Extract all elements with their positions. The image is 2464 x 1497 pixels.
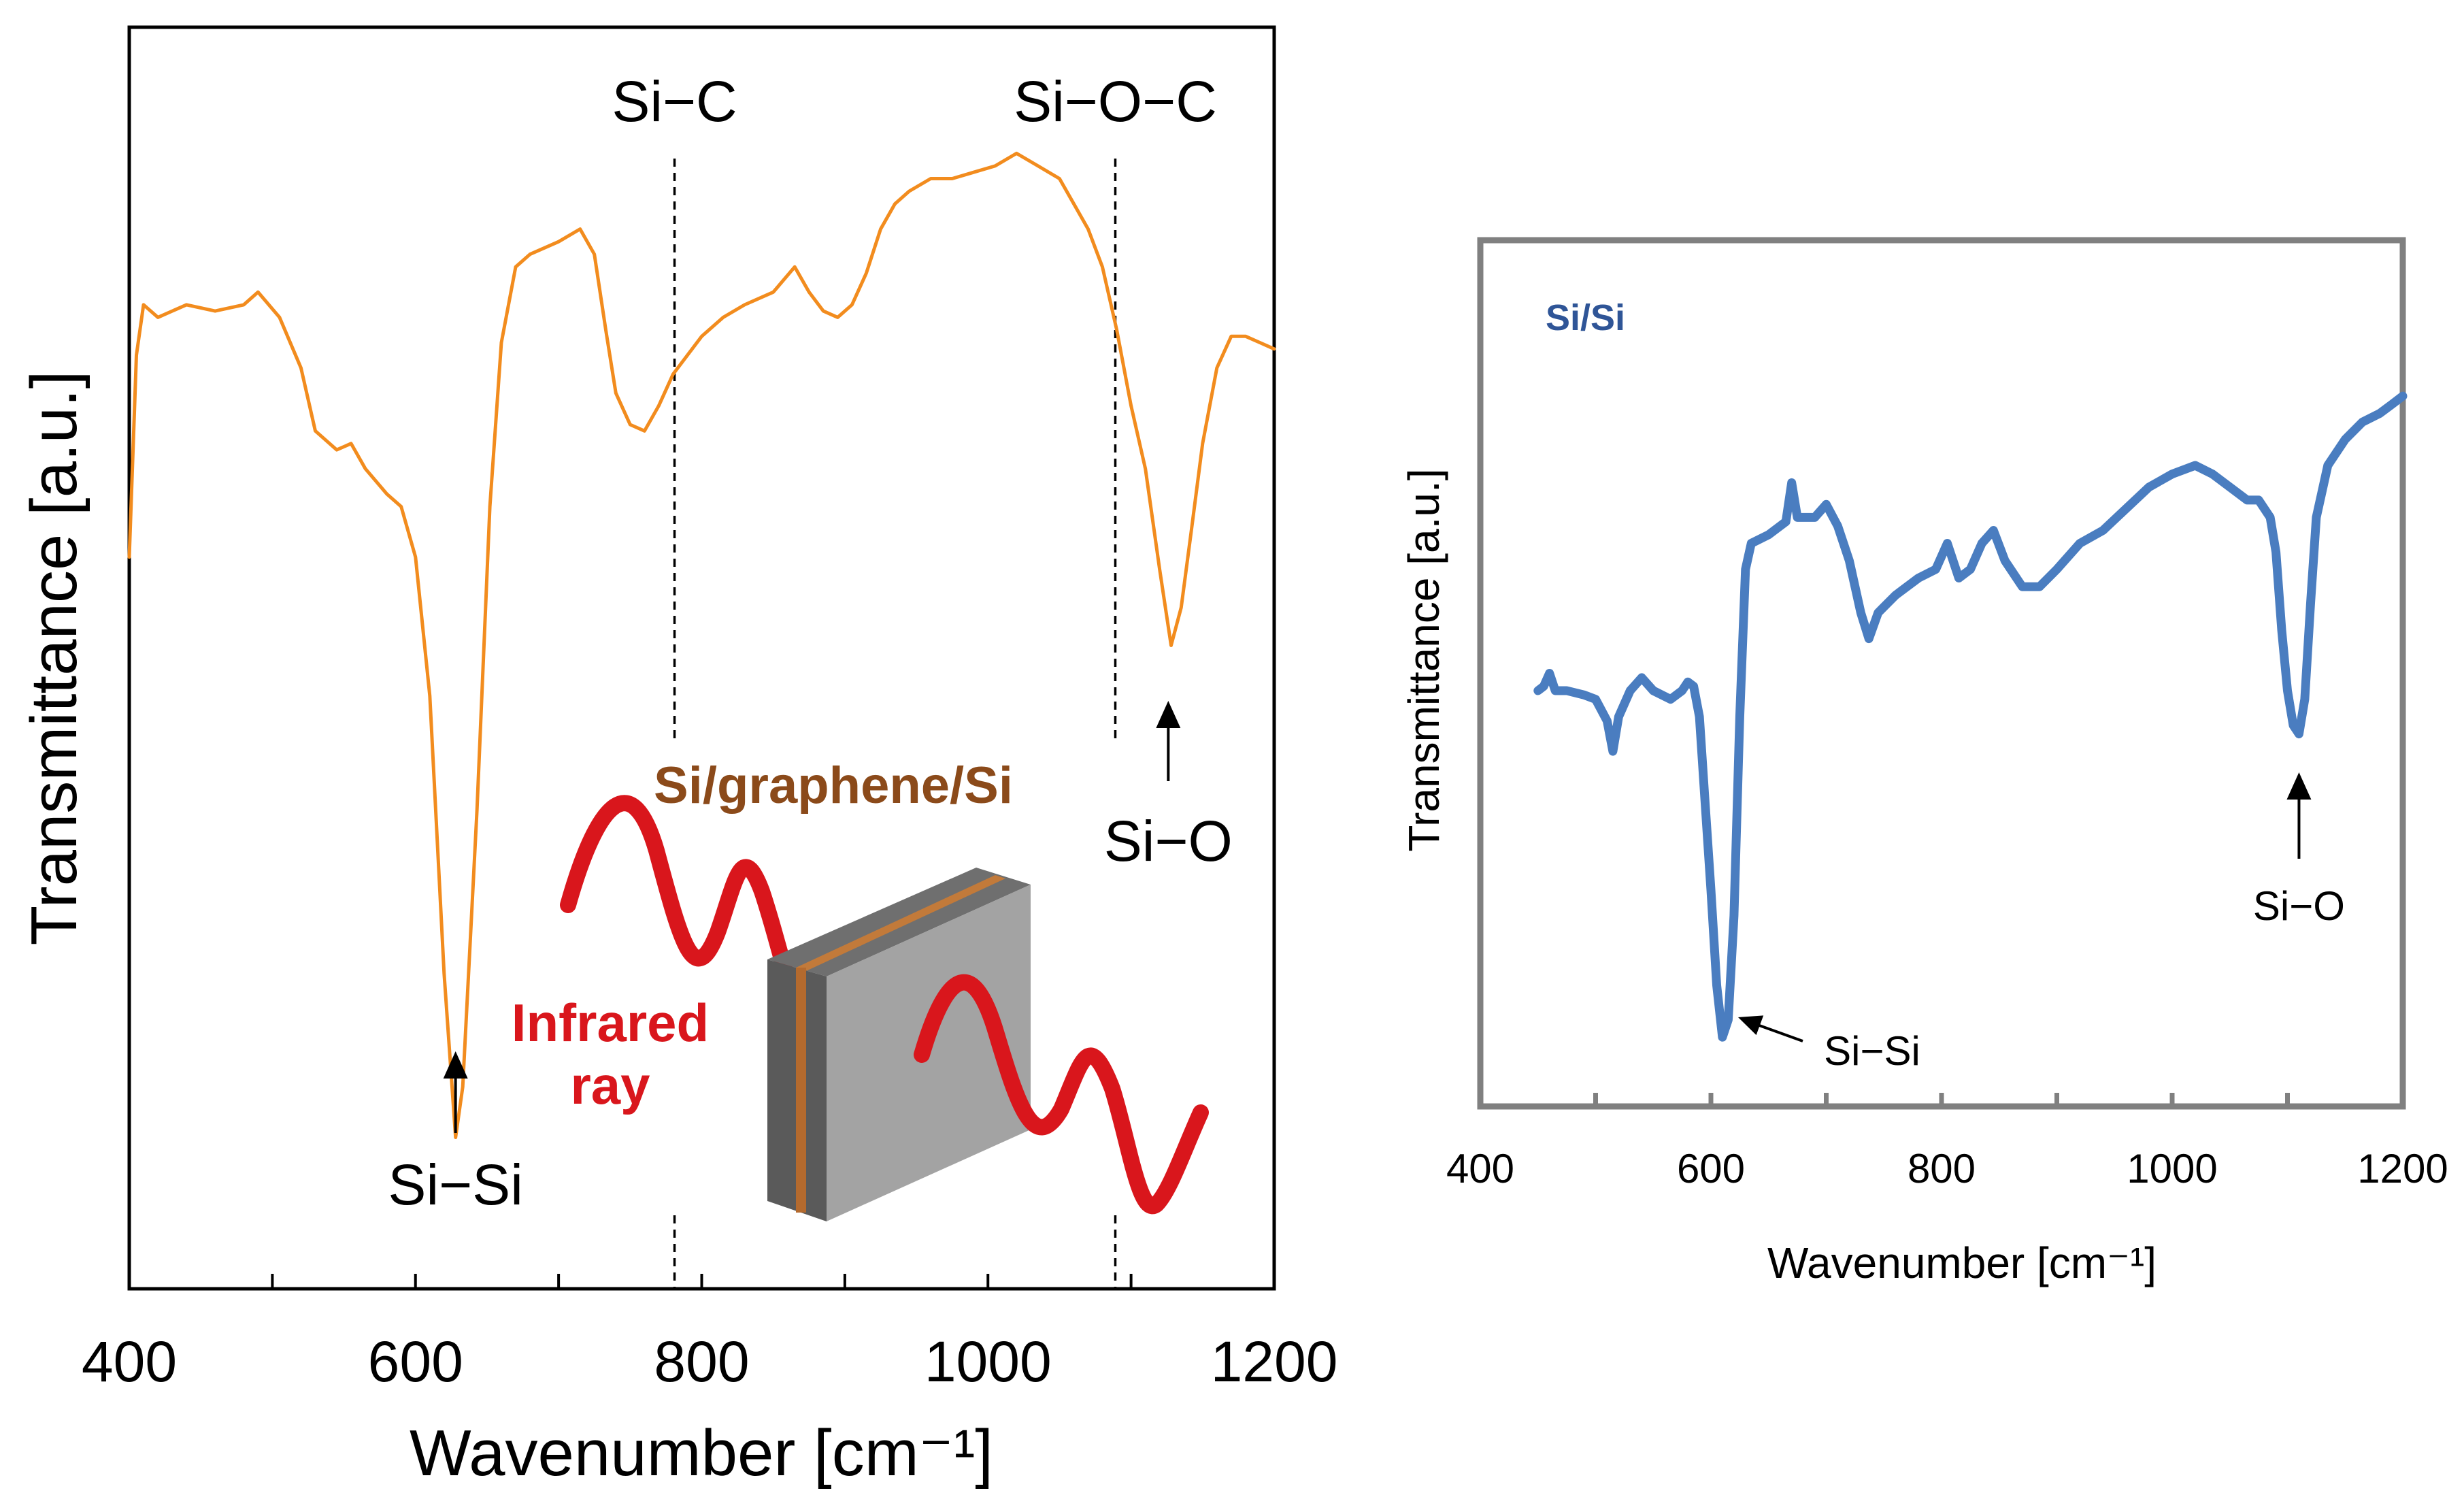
infrared-wave-path-out — [914, 974, 1209, 1215]
right-chart: Si/Si Si−Si Si−O 400 600 800 1000 1200 Transm… — [1399, 237, 2448, 1287]
right-chart-title: Si/Si — [1546, 297, 1625, 338]
block-top-graphene — [796, 875, 1005, 971]
annotation-arrow-head — [2286, 772, 2312, 800]
annotation-arrow-head — [1738, 1015, 1764, 1036]
peak-label: Si−C — [612, 69, 737, 133]
left-annotations: Si−Si Si−O Si−C Si−O−C — [388, 69, 1232, 1217]
peak-label: Si−O−C — [1014, 69, 1217, 133]
block-left-graphene — [796, 968, 806, 1213]
peak-label: Si−O — [1104, 809, 1233, 873]
left-x-axis-label: Wavenumber [cm⁻¹] — [410, 1417, 993, 1490]
infrared-inset: Si/graphene/Si Infrared ray — [503, 745, 1252, 1221]
infrared-wave-out — [914, 974, 1209, 1215]
right-x-ticks — [1593, 1093, 2290, 1106]
x-tick-label: 400 — [82, 1330, 177, 1394]
right-annotations: Si−Si Si−O — [1738, 772, 2345, 1074]
left-chart: Si/graphene/Si Infrared ray Si−SiSi−OSi−… — [18, 25, 1338, 1490]
x-tick-label: 1200 — [1211, 1330, 1338, 1394]
right-x-axis-label: Wavenumber [cm⁻¹] — [1767, 1238, 2157, 1287]
right-plot-frame — [1477, 237, 2406, 1110]
series-line — [1533, 391, 2408, 1042]
annotation-arrow-head — [1156, 701, 1181, 728]
infrared-label-line1: Infrared — [512, 993, 709, 1053]
infrared-wave-in — [560, 795, 797, 988]
annotation-arrow-shaft — [1751, 1021, 1803, 1042]
series-line — [127, 151, 1276, 1139]
left-x-tick-labels: 400 600 800 1000 1200 — [82, 1330, 1338, 1394]
peak-label: Si−Si — [1824, 1028, 1920, 1074]
x-tick-label: 600 — [368, 1330, 463, 1394]
inset-title: Si/graphene/Si — [654, 757, 1013, 815]
x-tick-label: 400 — [1446, 1146, 1514, 1191]
x-tick-label: 1200 — [2357, 1146, 2448, 1191]
x-tick-label: 800 — [1908, 1146, 1976, 1191]
infrared-label-line2: ray — [570, 1055, 650, 1115]
annotation-arrow-head — [443, 1051, 468, 1079]
peak-label: Si−O — [2253, 883, 2345, 929]
left-x-ticks — [271, 1274, 1133, 1289]
infrared-wave-path — [560, 795, 797, 988]
x-tick-label: 1000 — [2127, 1146, 2217, 1191]
right-x-tick-labels: 400 600 800 1000 1200 — [1446, 1146, 2448, 1191]
right-series — [1533, 391, 2408, 1042]
x-tick-label: 1000 — [925, 1330, 1052, 1394]
right-y-axis-label: Transmittance [a.u.] — [1399, 468, 1448, 851]
x-tick-label: 800 — [654, 1330, 749, 1394]
left-series — [127, 151, 1276, 1139]
x-tick-label: 600 — [1677, 1146, 1745, 1191]
left-y-axis-label: Transmittance [a.u.] — [18, 371, 90, 946]
peak-label: Si−Si — [388, 1153, 522, 1217]
